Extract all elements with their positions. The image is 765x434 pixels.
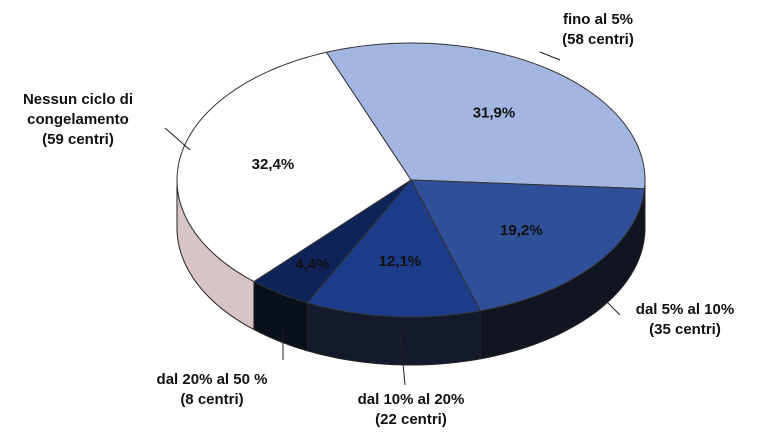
value-label: 19,2% [500,222,543,239]
value-label: 32,4% [252,156,295,173]
category-label: (58 centri) [562,31,634,48]
slice [306,179,482,318]
leader-line [604,299,621,316]
slice [325,42,646,190]
category-label: fino al 5% [563,11,633,28]
slice [176,51,412,283]
category-label: (59 centri) [42,131,114,148]
category-label: dal 20% al 50 % [157,371,268,388]
slice [410,179,646,312]
category-label: (35 centri) [649,321,721,338]
leader-line [164,127,191,151]
slice [252,179,412,304]
leader-line [539,51,561,61]
category-label: dal 5% al 10% [636,301,734,318]
leader-line [399,329,406,386]
category-label: (8 centri) [180,391,243,408]
category-label: (22 centri) [375,411,447,428]
category-label: dal 10% al 20% [358,391,465,408]
value-label: 4,4% [295,256,329,273]
value-label: 31,9% [473,105,516,122]
value-label: 12,1% [379,253,422,270]
category-label: congelamento [27,111,129,128]
category-label: Nessun ciclo di [23,91,133,108]
